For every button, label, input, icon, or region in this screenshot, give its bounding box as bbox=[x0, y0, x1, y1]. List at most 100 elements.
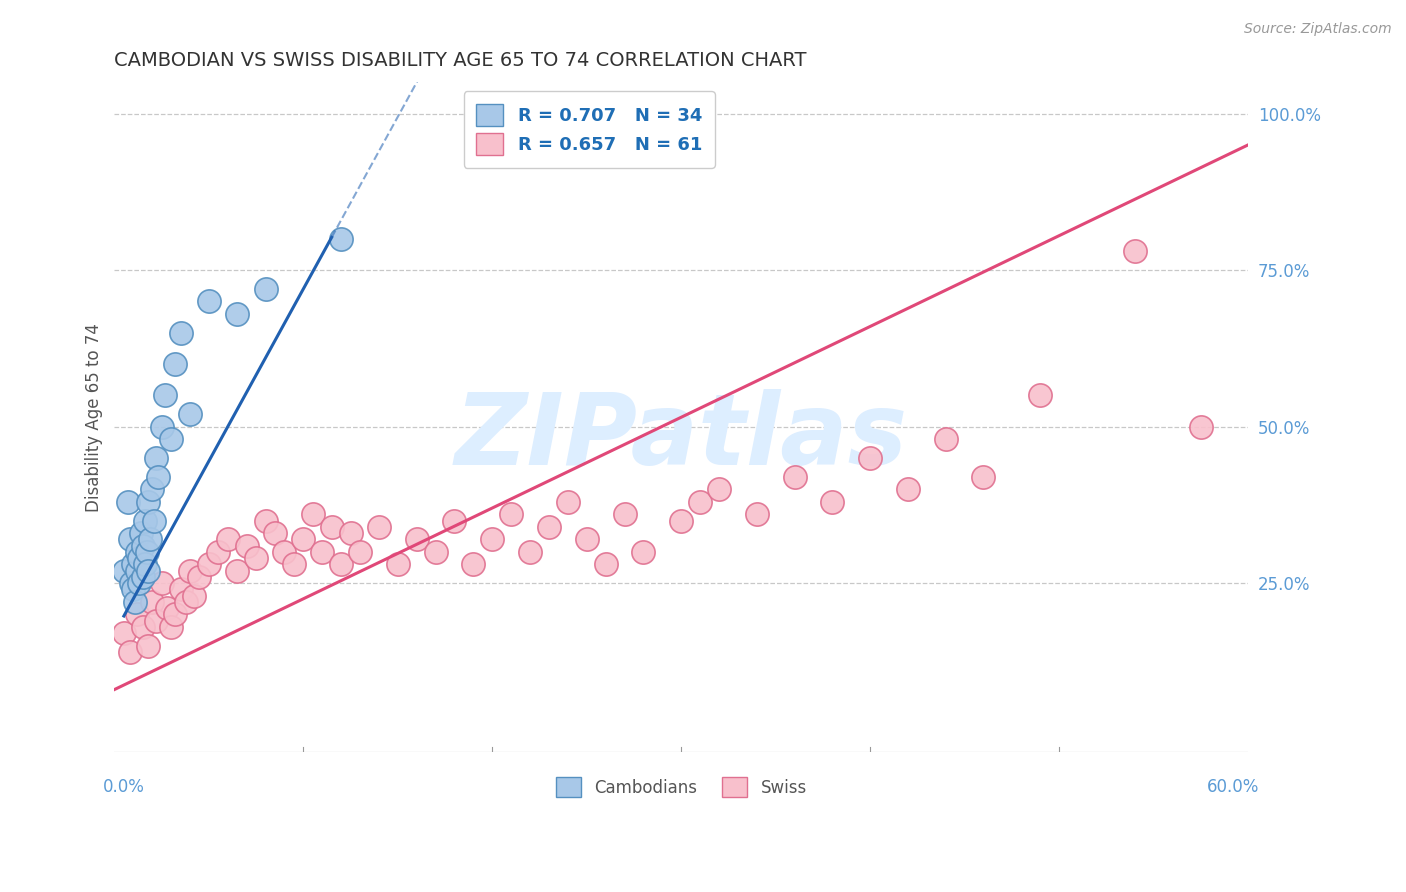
Point bbox=[292, 533, 315, 547]
Point bbox=[141, 595, 163, 609]
Point bbox=[1189, 419, 1212, 434]
Point bbox=[935, 432, 957, 446]
Text: Source: ZipAtlas.com: Source: ZipAtlas.com bbox=[1244, 22, 1392, 37]
Point bbox=[179, 564, 201, 578]
Point bbox=[405, 533, 427, 547]
Point bbox=[264, 526, 287, 541]
Point bbox=[367, 520, 389, 534]
Point bbox=[537, 520, 560, 534]
Point bbox=[245, 551, 267, 566]
Point bbox=[217, 533, 239, 547]
Point bbox=[143, 514, 166, 528]
Point bbox=[160, 432, 183, 446]
Point bbox=[125, 545, 148, 559]
Point bbox=[557, 495, 579, 509]
Point bbox=[138, 639, 160, 653]
Point bbox=[132, 539, 155, 553]
Legend: Cambodians, Swiss: Cambodians, Swiss bbox=[550, 771, 813, 804]
Point bbox=[183, 589, 205, 603]
Point bbox=[150, 576, 173, 591]
Point bbox=[481, 533, 503, 547]
Point bbox=[150, 419, 173, 434]
Point bbox=[122, 582, 145, 597]
Point bbox=[633, 545, 655, 559]
Point bbox=[207, 545, 229, 559]
Point bbox=[145, 614, 167, 628]
Point bbox=[125, 564, 148, 578]
Point bbox=[669, 514, 692, 528]
Point bbox=[897, 482, 920, 496]
Point bbox=[321, 520, 343, 534]
Point bbox=[425, 545, 447, 559]
Point bbox=[188, 570, 211, 584]
Text: CAMBODIAN VS SWISS DISABILITY AGE 65 TO 74 CORRELATION CHART: CAMBODIAN VS SWISS DISABILITY AGE 65 TO … bbox=[114, 51, 807, 70]
Text: 0.0%: 0.0% bbox=[103, 779, 145, 797]
Text: 60.0%: 60.0% bbox=[1206, 779, 1260, 797]
Point bbox=[135, 545, 157, 559]
Point bbox=[125, 607, 148, 622]
Point bbox=[330, 232, 353, 246]
Point bbox=[156, 601, 179, 615]
Point bbox=[783, 469, 806, 483]
Point bbox=[330, 558, 353, 572]
Point bbox=[163, 607, 186, 622]
Text: ZIPatlas: ZIPatlas bbox=[454, 389, 908, 486]
Point bbox=[254, 282, 277, 296]
Point bbox=[689, 495, 711, 509]
Point bbox=[141, 482, 163, 496]
Point bbox=[118, 645, 141, 659]
Point bbox=[120, 576, 142, 591]
Point bbox=[501, 508, 523, 522]
Point bbox=[311, 545, 333, 559]
Point bbox=[132, 620, 155, 634]
Point bbox=[124, 595, 146, 609]
Point bbox=[613, 508, 636, 522]
Point bbox=[174, 595, 197, 609]
Point bbox=[169, 326, 191, 340]
Point bbox=[519, 545, 541, 559]
Point bbox=[134, 558, 156, 572]
Point bbox=[301, 508, 323, 522]
Y-axis label: Disability Age 65 to 74: Disability Age 65 to 74 bbox=[86, 323, 103, 512]
Point bbox=[132, 570, 155, 584]
Point bbox=[859, 450, 882, 465]
Point bbox=[745, 508, 768, 522]
Point bbox=[387, 558, 409, 572]
Point bbox=[134, 514, 156, 528]
Point bbox=[122, 558, 145, 572]
Point bbox=[198, 294, 221, 309]
Point bbox=[463, 558, 485, 572]
Point bbox=[1029, 388, 1052, 402]
Point bbox=[198, 558, 221, 572]
Point bbox=[138, 495, 160, 509]
Point bbox=[129, 526, 152, 541]
Point bbox=[443, 514, 465, 528]
Point bbox=[169, 582, 191, 597]
Point bbox=[117, 495, 139, 509]
Point bbox=[349, 545, 371, 559]
Point bbox=[112, 626, 135, 640]
Point bbox=[226, 307, 249, 321]
Point bbox=[128, 576, 150, 591]
Point bbox=[235, 539, 257, 553]
Point bbox=[163, 357, 186, 371]
Point bbox=[273, 545, 295, 559]
Point bbox=[179, 407, 201, 421]
Point bbox=[1123, 244, 1146, 259]
Point bbox=[112, 564, 135, 578]
Point bbox=[339, 526, 361, 541]
Point bbox=[155, 388, 177, 402]
Point bbox=[138, 564, 160, 578]
Point bbox=[575, 533, 598, 547]
Point bbox=[707, 482, 730, 496]
Point bbox=[254, 514, 277, 528]
Point bbox=[139, 533, 162, 547]
Point bbox=[821, 495, 844, 509]
Point bbox=[226, 564, 249, 578]
Point bbox=[595, 558, 617, 572]
Point bbox=[145, 450, 167, 465]
Point bbox=[972, 469, 994, 483]
Point bbox=[160, 620, 183, 634]
Point bbox=[283, 558, 305, 572]
Point bbox=[118, 533, 141, 547]
